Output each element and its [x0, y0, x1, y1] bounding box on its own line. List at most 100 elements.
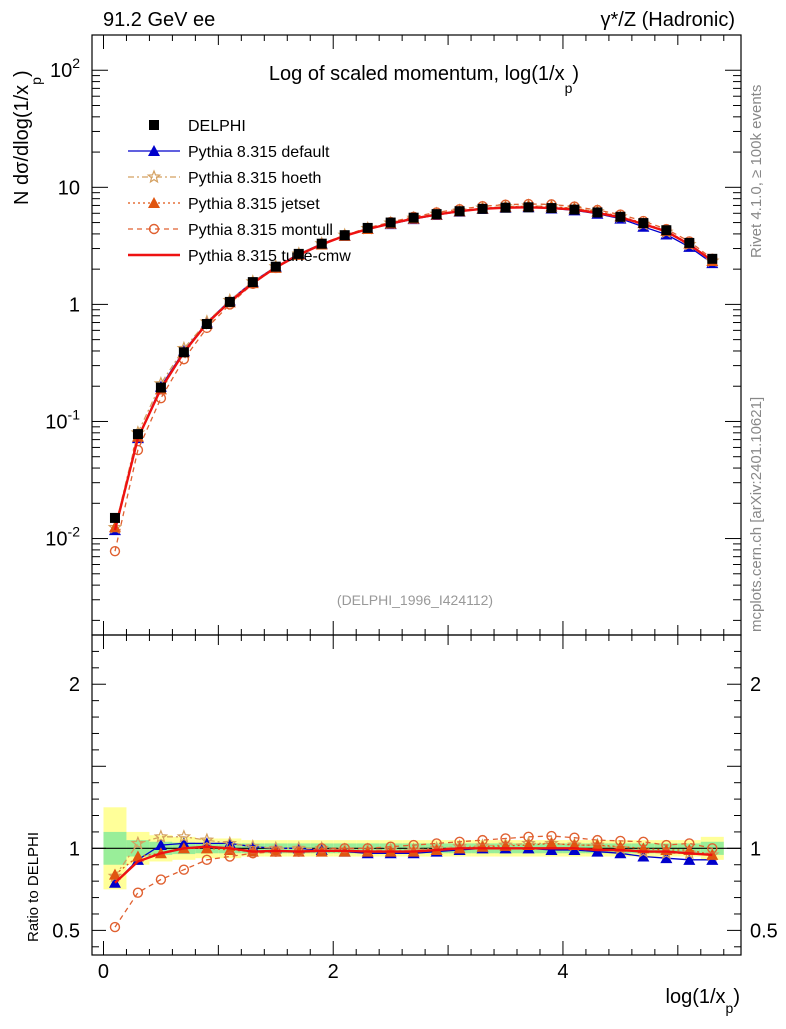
ratio-point-pythia-8-315-montull: [638, 836, 649, 847]
ratio-point-pythia-8-315-montull: [661, 839, 672, 851]
ratio-point-pythia-8-315-montull: [707, 843, 718, 854]
mcplots-side-label: mcplots.cern.ch [arXiv:2401.10621]: [748, 397, 765, 632]
point-pythia-8-315-montull: [132, 444, 144, 456]
ratio-y-tick-label-right: 2: [750, 674, 761, 696]
ratio-point-pythia-8-315-montull: [316, 843, 327, 854]
ratio-line-pythia-8-315-montull: [114, 835, 713, 928]
point-delphi: [638, 218, 649, 229]
ratio-point-pythia-8-315-default: [637, 850, 650, 862]
ratio-point-pythia-8-315-montull: [477, 834, 488, 846]
point-delphi: [431, 209, 442, 220]
ratio-point-pythia-8-315-montull: [408, 839, 419, 851]
ratio-point-pythia-8-315-montull: [109, 921, 121, 933]
point-delphi: [546, 203, 557, 214]
y-tick-label: 1: [69, 294, 80, 316]
ratio-y-tick-label: 2: [69, 674, 80, 696]
x-tick-label: 4: [557, 961, 568, 983]
legend-marker-pythia-8-315-default: [148, 145, 160, 156]
main-panel-marks: [107, 198, 720, 557]
ratio-point-pythia-8-315-hoeth: [176, 829, 192, 844]
series-line-pythia-8-315-montull: [114, 203, 713, 552]
ratio-point-pythia-8-315-default: [154, 839, 167, 851]
legend-marker-pythia-8-315-hoeth: [146, 169, 162, 184]
point-delphi: [178, 347, 189, 358]
y-tick-label: 10-2: [45, 524, 80, 551]
ratio-point-pythia-8-315-default: [614, 847, 627, 859]
ratio-point-pythia-8-315-montull: [569, 832, 580, 843]
header-left: 91.2 GeV ee: [103, 9, 215, 31]
legend-marker-pythia-8-315-montull: [148, 223, 160, 235]
y-tick-label: 102: [50, 55, 80, 82]
point-delphi: [224, 296, 235, 307]
legend-label-pythia-8-315-hoeth: Pythia 8.315 hoeth: [188, 170, 321, 187]
x-axis-label: log(1/xp): [666, 986, 741, 1016]
legend-label-delphi: DELPHI: [188, 118, 246, 135]
ratio-point-pythia-8-315-montull: [500, 833, 511, 844]
ratio-point-pythia-8-315-hoeth: [153, 829, 169, 844]
ratio-point-pythia-8-315-jetset: [131, 850, 144, 862]
point-delphi: [500, 202, 511, 213]
ratio-point-pythia-8-315-montull: [431, 838, 442, 849]
legend: DELPHI Pythia 8.315 default Pythia 8.315 h…: [128, 118, 351, 265]
ratio-point-pythia-8-315-montull: [224, 851, 236, 862]
ratio-point-pythia-8-315-montull: [247, 848, 259, 859]
ratio-panel-marks: [107, 829, 720, 933]
ratio-point-pythia-8-315-montull: [592, 834, 603, 846]
point-delphi: [592, 207, 603, 218]
point-delphi: [523, 202, 534, 213]
ratio-point-pythia-8-315-hoeth: [636, 843, 651, 858]
ratio-panel-frame: [91, 634, 742, 956]
ratio-point-pythia-8-315-default: [683, 853, 696, 865]
y-tick-label: 10-1: [45, 406, 80, 433]
point-pythia-8-315-montull: [109, 545, 121, 557]
x-tick-label: 0: [98, 961, 109, 983]
header-right: γ*/Z (Hadronic): [601, 9, 735, 31]
ratio-point-pythia-8-315-montull: [155, 874, 167, 885]
point-delphi: [707, 253, 718, 264]
legend-marker-delphi: [149, 120, 159, 130]
point-delphi: [316, 238, 327, 249]
point-delphi: [477, 203, 488, 214]
point-delphi: [684, 237, 695, 248]
legend-label-pythia-8-315-jetset: Pythia 8.315 jetset: [188, 196, 320, 213]
point-delphi: [362, 222, 373, 233]
ratio-point-pythia-8-315-default: [660, 852, 673, 864]
analysis-watermark: (DELPHI_1996_I424112): [337, 592, 493, 608]
legend-label-pythia-8-315-default: Pythia 8.315 default: [188, 144, 330, 161]
point-delphi: [201, 319, 212, 330]
ratio-axes: 0 2 4 0.5 0.5 1 1 2 2: [52, 635, 778, 983]
ratio-y-tick-label-right: 0.5: [750, 920, 778, 942]
point-delphi: [408, 212, 419, 223]
ratio-point-pythia-8-315-jetset: [545, 837, 558, 849]
ratio-point-pythia-8-315-montull: [615, 835, 626, 847]
ratio-point-pythia-8-315-montull: [546, 830, 557, 842]
ratio-point-pythia-8-315-jetset: [108, 868, 121, 880]
ratio-point-pythia-8-315-montull: [201, 854, 213, 866]
ratio-y-tick-label: 0.5: [52, 920, 80, 942]
point-delphi: [293, 248, 304, 259]
main-axes: 10-2 10-1 1 10 102: [45, 34, 741, 635]
ratio-y-tick-label-right: 1: [750, 838, 761, 860]
point-delphi: [454, 206, 465, 217]
ratio-point-pythia-8-315-montull: [362, 843, 373, 854]
point-delphi: [339, 230, 350, 241]
point-delphi: [132, 429, 143, 440]
rivet-side-label: Rivet 4.1.0, ≥ 100k events: [748, 85, 765, 258]
ratio-point-pythia-8-315-montull: [132, 887, 144, 898]
ratio-point-pythia-8-315-montull: [178, 864, 190, 875]
ratio-y-tick-label: 1: [69, 838, 80, 860]
plot-title: Log of scaled momentum, log(1/xp): [269, 63, 579, 96]
legend-marker-pythia-8-315-jetset: [148, 197, 160, 208]
ratio-axis-label: Ratio to DELPHI: [25, 832, 42, 942]
x-tick-label: 2: [328, 961, 339, 983]
point-delphi: [155, 382, 166, 393]
ratio-line-pythia-8-315-tune-cmw: [114, 845, 713, 884]
point-delphi: [270, 261, 281, 272]
point-delphi: [247, 277, 258, 288]
point-delphi: [109, 512, 120, 523]
y-axis-label: N dσ/dlog(1/xp): [11, 70, 44, 205]
ratio-point-pythia-8-315-montull: [339, 843, 350, 854]
y-tick-label: 10: [58, 177, 80, 199]
